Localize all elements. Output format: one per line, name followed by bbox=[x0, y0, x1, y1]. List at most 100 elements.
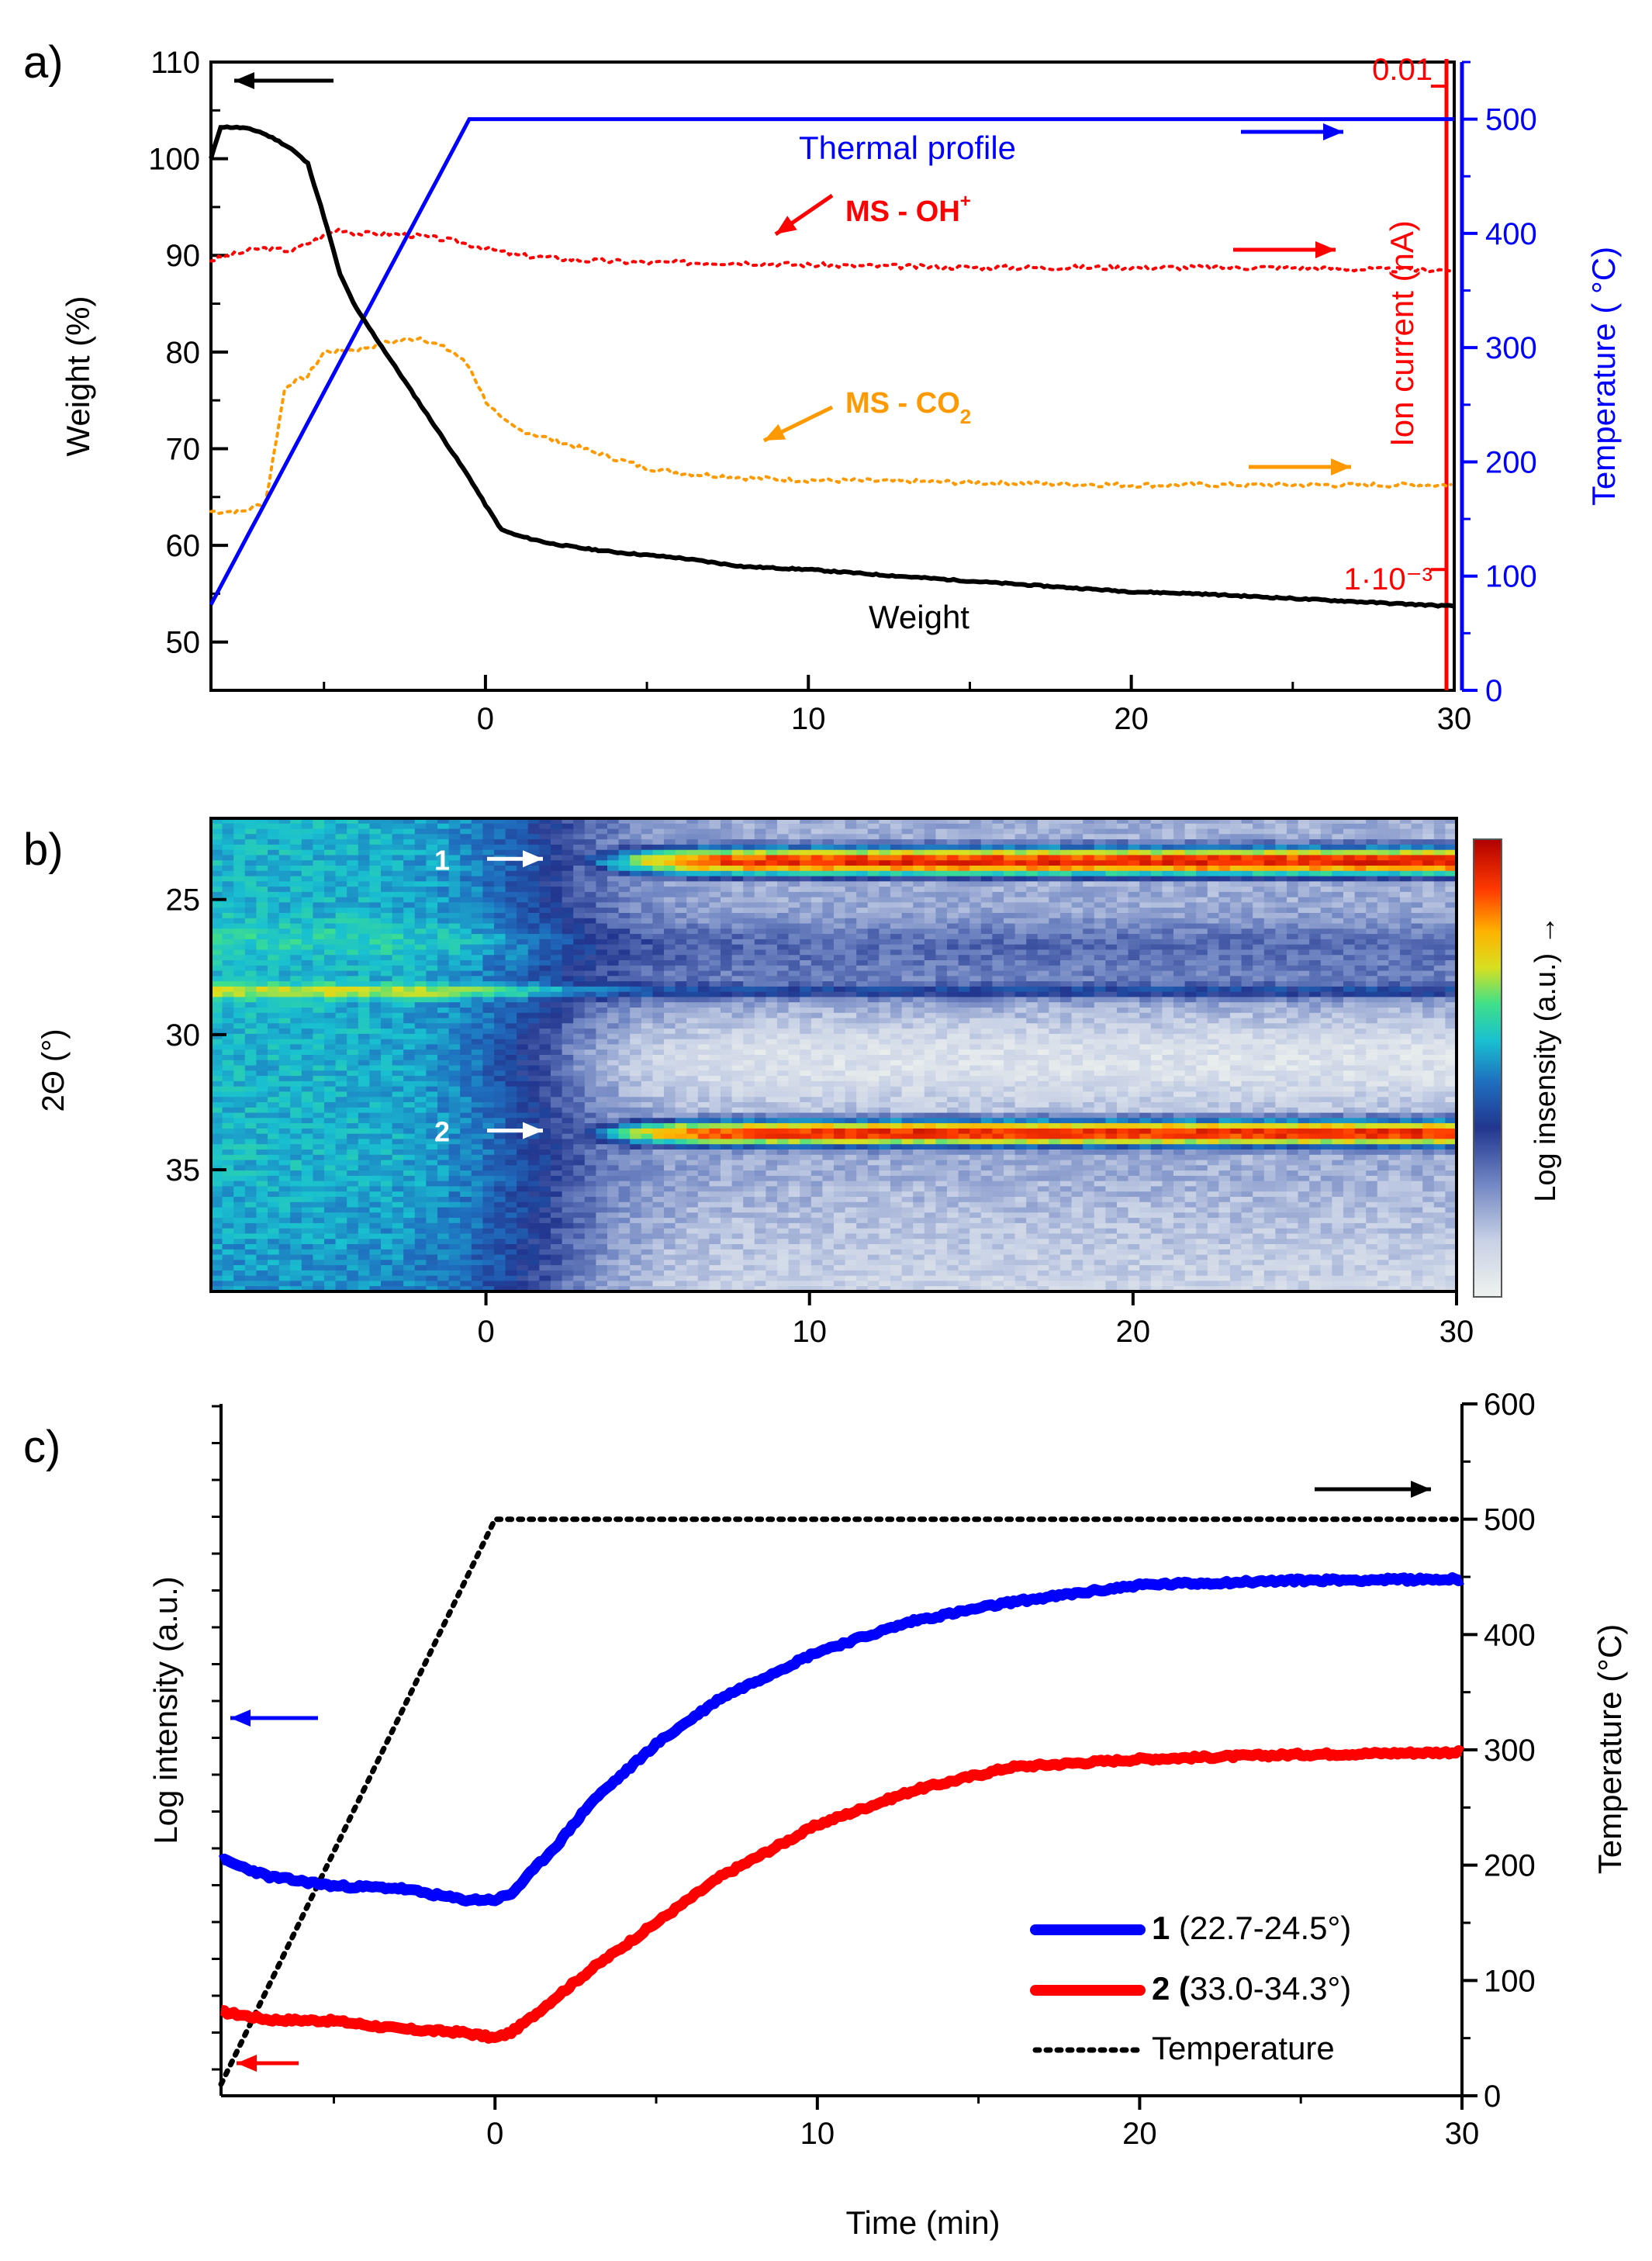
heatmap-cell bbox=[596, 1065, 608, 1071]
heatmap-cell bbox=[211, 1144, 223, 1150]
heatmap-cell bbox=[754, 981, 766, 987]
heatmap-cell bbox=[607, 976, 620, 982]
heatmap-cell bbox=[324, 1260, 337, 1266]
heatmap-cell bbox=[664, 891, 676, 898]
heatmap-cell bbox=[641, 944, 653, 951]
heatmap-cell bbox=[607, 965, 620, 972]
heatmap-cell bbox=[596, 1275, 608, 1282]
heatmap-cell bbox=[448, 839, 461, 845]
heatmap-cell bbox=[539, 839, 551, 845]
heatmap-cell bbox=[233, 891, 246, 898]
heatmap-cell bbox=[494, 923, 506, 929]
heatmap-cell bbox=[596, 934, 608, 940]
heatmap-cell bbox=[460, 839, 472, 845]
heatmap-cell bbox=[313, 1086, 325, 1093]
heatmap-cell bbox=[278, 976, 291, 982]
heatmap-cell bbox=[607, 1154, 620, 1161]
heatmap-cell bbox=[448, 1102, 461, 1108]
heatmap-cell bbox=[709, 1144, 721, 1150]
heatmap-cell bbox=[573, 828, 586, 835]
heatmap-cell bbox=[584, 1239, 596, 1245]
heatmap-cell bbox=[278, 1112, 291, 1118]
heatmap-cell bbox=[482, 823, 495, 830]
heatmap-cell bbox=[573, 970, 586, 977]
heatmap-cell bbox=[268, 887, 280, 893]
heatmap-cell bbox=[618, 855, 631, 861]
heatmap-cell bbox=[505, 960, 517, 966]
heatmap-cell bbox=[369, 1065, 382, 1071]
heatmap-cell bbox=[731, 939, 744, 946]
heatmap-cell bbox=[471, 1070, 483, 1077]
heatmap-cell bbox=[551, 1222, 563, 1229]
heatmap-cell bbox=[369, 955, 382, 961]
heatmap-cell bbox=[686, 1039, 699, 1046]
heatmap-cell bbox=[562, 1139, 574, 1145]
heatmap-cell bbox=[686, 849, 699, 856]
heatmap-cell bbox=[777, 844, 790, 851]
heatmap-cell bbox=[743, 1044, 755, 1050]
heatmap-cell bbox=[596, 1201, 608, 1208]
heatmap-cell bbox=[709, 1207, 721, 1213]
heatmap-cell bbox=[607, 844, 620, 851]
heatmap-cell bbox=[392, 1133, 404, 1140]
heatmap-cell bbox=[335, 902, 347, 908]
heatmap-cell bbox=[233, 1023, 246, 1029]
heatmap-cell bbox=[256, 1097, 268, 1103]
heatmap-cell bbox=[810, 1065, 823, 1071]
heatmap-cell bbox=[403, 1033, 416, 1040]
heatmap-cell bbox=[822, 981, 835, 987]
heatmap-cell bbox=[244, 1039, 257, 1046]
heatmap-cell bbox=[539, 1065, 551, 1071]
heatmap-cell bbox=[777, 1160, 790, 1166]
heatmap-cell bbox=[573, 1207, 586, 1213]
heatmap-cell bbox=[709, 870, 721, 877]
heatmap-cell bbox=[301, 1091, 313, 1098]
heatmap-cell bbox=[641, 1281, 653, 1287]
heatmap-cell bbox=[607, 913, 620, 919]
heatmap-cell bbox=[505, 870, 517, 877]
heatmap-cell bbox=[268, 1191, 280, 1198]
heatmap-cell bbox=[403, 887, 416, 893]
heatmap-cell bbox=[697, 855, 710, 861]
heatmap-cell bbox=[347, 1228, 359, 1235]
heatmap-cell bbox=[471, 1239, 483, 1245]
heatmap-cell bbox=[482, 1249, 495, 1256]
heatmap-cell bbox=[233, 849, 246, 856]
heatmap-cell bbox=[800, 1070, 812, 1077]
heatmap-cell bbox=[392, 1191, 404, 1198]
heatmap-cell bbox=[347, 1112, 359, 1118]
heatmap-cell bbox=[596, 1076, 608, 1082]
heatmap-cell bbox=[426, 1139, 438, 1145]
heatmap-cell bbox=[618, 828, 631, 835]
heatmap-cell bbox=[709, 855, 721, 861]
heatmap-cell bbox=[494, 1275, 506, 1282]
heatmap-cell bbox=[652, 1228, 665, 1235]
heatmap-cell bbox=[788, 1233, 800, 1239]
heatmap-cell bbox=[313, 928, 325, 935]
heatmap-cell bbox=[268, 1102, 280, 1108]
heatmap-cell bbox=[573, 1029, 586, 1035]
heatmap-cell bbox=[573, 1139, 586, 1145]
heatmap-cell bbox=[810, 860, 823, 866]
heatmap-cell bbox=[527, 997, 540, 1003]
heatmap-cell bbox=[426, 1233, 438, 1239]
heatmap-cell bbox=[810, 1018, 823, 1024]
heatmap-cell bbox=[437, 1008, 450, 1014]
heatmap-cell bbox=[301, 1023, 313, 1029]
heatmap-cell bbox=[211, 1218, 223, 1224]
heatmap-cell bbox=[686, 970, 699, 977]
heatmap-cell bbox=[596, 939, 608, 946]
heatmap-cell bbox=[731, 1055, 744, 1061]
heatmap-cell bbox=[335, 991, 347, 998]
heatmap-cell bbox=[562, 918, 574, 925]
heatmap-cell bbox=[482, 1144, 495, 1150]
heatmap-cell bbox=[403, 1265, 416, 1271]
heatmap-cell bbox=[222, 981, 234, 987]
heatmap-cell bbox=[403, 1049, 416, 1056]
heatmap-cell bbox=[448, 1222, 461, 1229]
heatmap-cell bbox=[369, 1281, 382, 1287]
heatmap-cell bbox=[573, 944, 586, 951]
heatmap-cell bbox=[347, 1249, 359, 1256]
heatmap-cell bbox=[301, 1008, 313, 1014]
heatmap-cell bbox=[607, 1128, 620, 1135]
